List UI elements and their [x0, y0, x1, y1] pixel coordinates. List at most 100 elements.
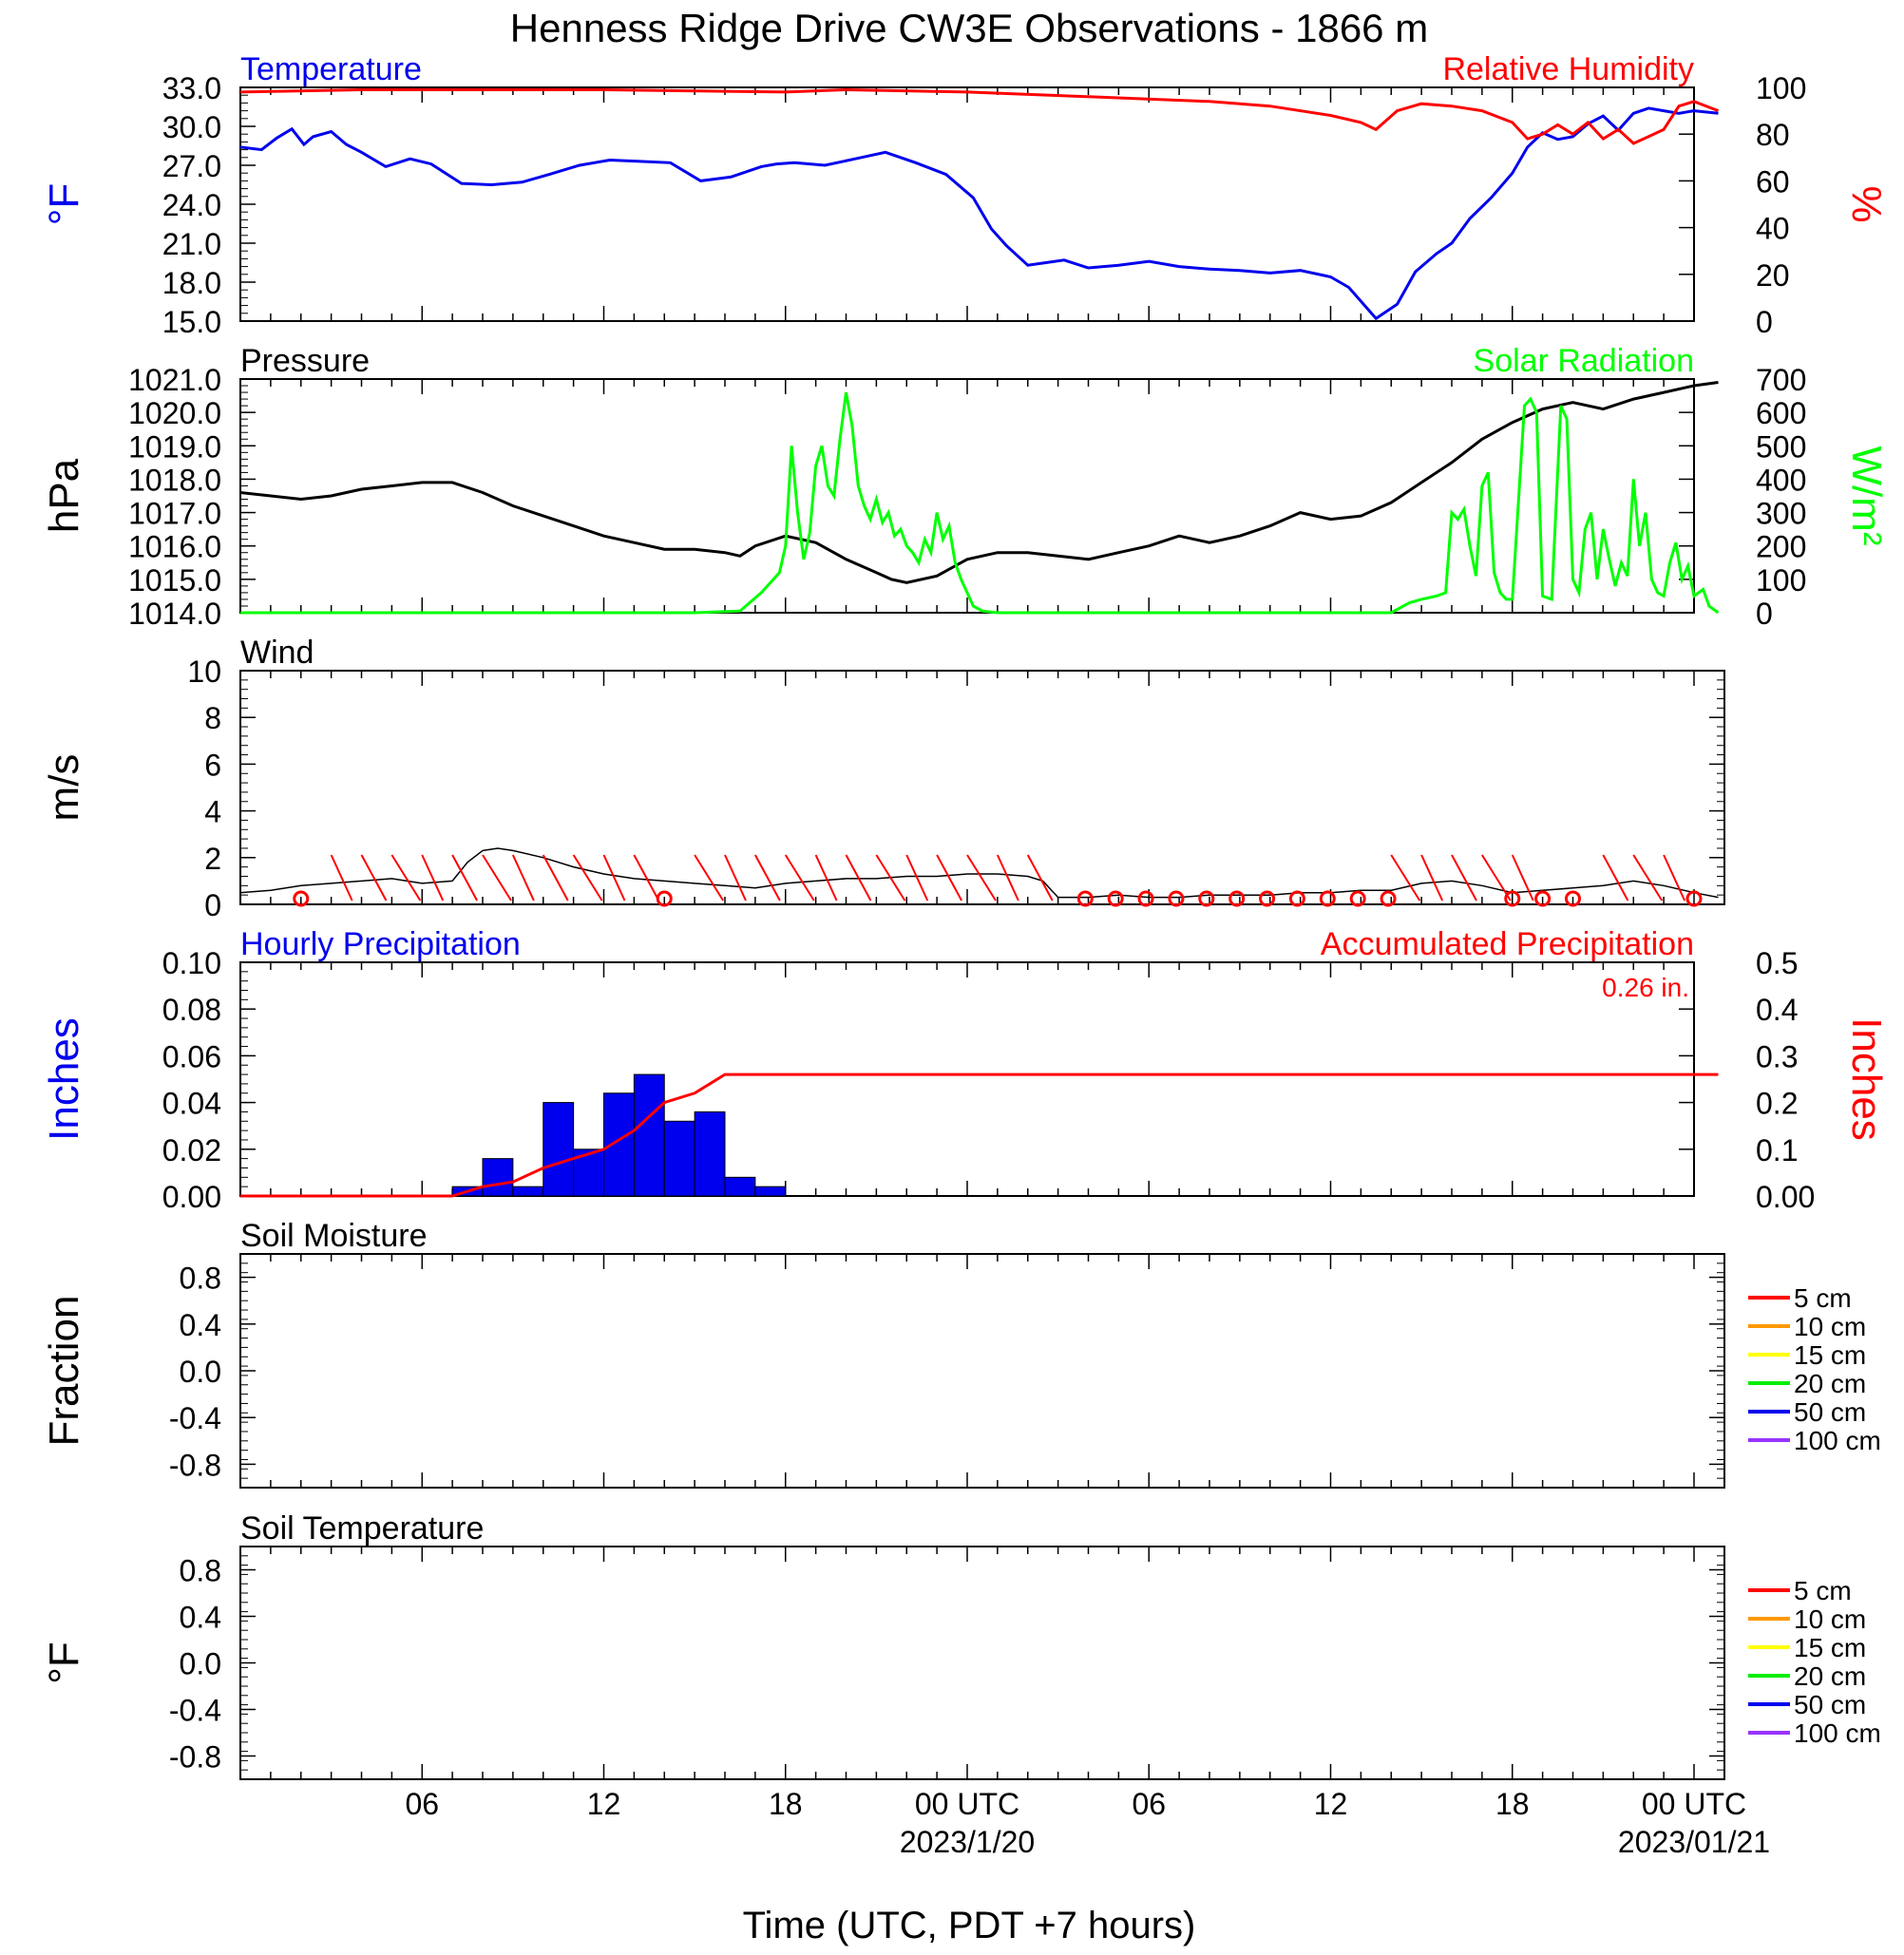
y-tick-label-left: 0.00 — [162, 1180, 221, 1214]
y-tick-label-right: 0 — [1756, 305, 1773, 339]
wind-barb — [633, 854, 660, 902]
wind-barb — [330, 854, 353, 902]
legend-label: 5 cm — [1794, 1576, 1852, 1605]
y-tick-label-right: 600 — [1756, 396, 1806, 430]
y-tick-label-left: 0.02 — [162, 1133, 221, 1167]
y-tick-label-right: 0.4 — [1756, 993, 1798, 1027]
series-line — [239, 381, 1719, 584]
legend-label: 15 cm — [1794, 1340, 1866, 1370]
wind-barb — [390, 854, 422, 902]
panel-temperature-humidity: 15.0 18.0 21.0 24.0 27.0 30.0 33.0 0 20 40 60 80 100… — [41, 51, 1890, 339]
y-tick-label-left: -0.4 — [169, 1694, 221, 1728]
y-tick-label-left: 0.04 — [162, 1087, 221, 1121]
wind-barb — [996, 854, 1019, 902]
wind-barb — [814, 854, 838, 902]
wind-barb — [1481, 854, 1512, 902]
y-axis-label-left: Inches — [41, 1017, 87, 1141]
legend-label: 15 cm — [1794, 1633, 1866, 1662]
x-tick-label: 00 UTC — [915, 1787, 1019, 1821]
wind-barb — [753, 854, 781, 902]
y-axis-label-right: Inches — [1843, 1017, 1890, 1141]
wind-barb — [694, 854, 724, 902]
y-tick-label-left: 1016.0 — [128, 530, 221, 564]
chart-title: Henness Ridge Drive CW3E Observations - … — [510, 6, 1428, 50]
series-line — [239, 847, 1719, 899]
calm-marker — [1349, 890, 1366, 907]
wind-barb — [421, 854, 445, 902]
x-tick-label: 12 — [587, 1787, 621, 1821]
y-tick-label-left: 1020.0 — [128, 396, 221, 430]
calm-marker — [1288, 890, 1305, 907]
wind-barb — [542, 854, 569, 902]
y-tick-label-left: 4 — [204, 795, 221, 829]
y-tick-label-left: 10 — [187, 655, 221, 689]
y-tick-label-left: 0.10 — [162, 946, 221, 980]
wind-barb — [1602, 854, 1629, 902]
panel-pressure-solar: 1014.01015.01016.01017.01018.01019.01020… — [41, 343, 1890, 631]
y-tick-label-right: 60 — [1756, 164, 1790, 199]
y-tick-label-right: 500 — [1756, 429, 1806, 464]
y-tick-label-right: 0.3 — [1756, 1039, 1798, 1073]
y-tick-label-right: 0.00 — [1756, 1180, 1815, 1214]
panel-title-right: Accumulated Precipitation — [1321, 926, 1694, 962]
y-tick-label-left: 0.8 — [180, 1554, 221, 1588]
y-tick-label-left: 27.0 — [162, 149, 221, 183]
y-axis-label-left: m/s — [41, 754, 87, 822]
precip-bar — [543, 1102, 575, 1197]
y-tick-label-left: 1019.0 — [128, 429, 221, 464]
wind-barb — [1511, 854, 1534, 902]
y-tick-label-right: 0.2 — [1756, 1087, 1798, 1121]
wind-barb — [451, 854, 479, 902]
legend-label: 5 cm — [1794, 1283, 1852, 1313]
panel-precipitation: 0.00 0.02 0.04 0.06 0.08 0.10 0.00 0.1 0.2 0.3 0.4… — [41, 926, 1890, 1214]
y-tick-label-right: 20 — [1756, 258, 1790, 293]
x-tick-label: 06 — [405, 1787, 439, 1821]
panels: 15.018.021.024.027.030.033.0020406080100… — [41, 51, 1890, 1859]
calm-marker — [656, 890, 673, 907]
wind-barb — [875, 854, 906, 902]
y-axis-label-right: % — [1843, 185, 1890, 222]
wind-barb — [602, 854, 626, 902]
wind-barb — [1026, 854, 1054, 902]
y-tick-label-left: 0.0 — [180, 1647, 221, 1681]
calm-marker — [1259, 890, 1276, 907]
legend-label: 10 cm — [1794, 1604, 1866, 1634]
y-tick-label-left: 21.0 — [162, 227, 221, 261]
panel-title-left: Pressure — [240, 343, 370, 379]
wind-barb — [1632, 854, 1664, 902]
wind-barb — [784, 854, 815, 902]
panel-title-left: Soil Moisture — [240, 1218, 428, 1254]
precip-bar — [512, 1186, 544, 1197]
x-date-label: 2023/01/21 — [1618, 1825, 1770, 1859]
wind-barb — [1663, 854, 1686, 902]
precip-bar — [482, 1158, 514, 1197]
calm-marker — [1565, 890, 1581, 907]
legend-label: 50 cm — [1794, 1690, 1866, 1719]
y-tick-label-left: 0.06 — [162, 1039, 221, 1073]
calm-marker — [1076, 890, 1094, 907]
y-axis-label-left: °F — [41, 1642, 87, 1683]
plot-frame — [239, 1546, 1725, 1780]
wind-barb — [936, 854, 963, 902]
legend-label: 10 cm — [1794, 1312, 1866, 1341]
plot-frame — [239, 1253, 1725, 1489]
accumulated-total-label: 0.26 in. — [1602, 973, 1689, 1002]
wind-barb — [845, 854, 872, 902]
y-tick-label-left: 8 — [204, 701, 221, 735]
y-tick-label-right: 80 — [1756, 118, 1790, 152]
plot-frame — [239, 378, 1695, 614]
panel-soil-moisture: -0.8 -0.4 0.0 0.4 0.8 Soil Moisture Fraction — [41, 1218, 1725, 1489]
calm-marker — [1685, 890, 1703, 907]
y-tick-label-right: 0.5 — [1756, 946, 1798, 980]
accumulated-line — [240, 1072, 1719, 1198]
calm-marker — [1504, 890, 1521, 907]
y-tick-label-left: 15.0 — [162, 305, 221, 339]
calm-marker — [1319, 890, 1336, 907]
x-tick-label: 18 — [769, 1787, 803, 1821]
precip-bar — [754, 1186, 787, 1197]
precip-bar — [694, 1110, 726, 1197]
y-tick-label-right: 400 — [1756, 463, 1806, 497]
panel-title-left: Temperature — [240, 51, 422, 87]
y-axis-label-right: W/m² — [1843, 446, 1890, 545]
